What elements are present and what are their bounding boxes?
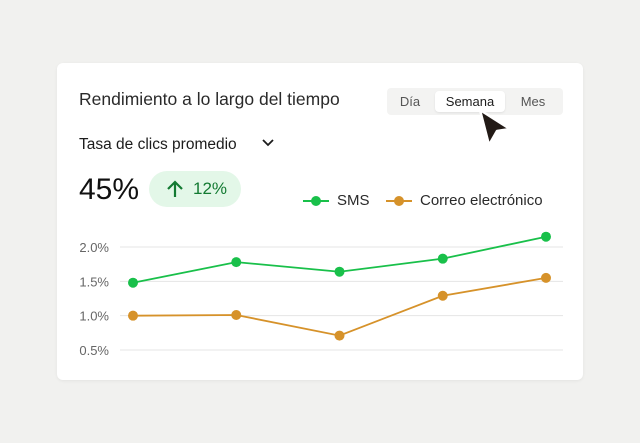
y-tick-label: 1.0% [79, 309, 109, 324]
data-point [437, 253, 448, 264]
change-value: 12% [193, 179, 228, 198]
performance-card: Rendimiento a lo largo del tiempo Día Se… [57, 63, 583, 380]
data-point [334, 266, 345, 277]
tab-mes[interactable]: Mes [520, 94, 546, 109]
tab-semana[interactable]: Semana [435, 91, 505, 112]
y-tick-label: 2.0% [79, 240, 109, 255]
chevron-down-icon[interactable] [261, 137, 275, 149]
data-point [128, 310, 138, 321]
card-title: Rendimiento a lo largo del tiempo [79, 89, 340, 109]
mouse-cursor-icon [478, 108, 512, 147]
data-point [231, 309, 242, 320]
line-chart: 2.0% 1.5% 1.0% 0.5% [79, 231, 563, 358]
data-point [334, 330, 345, 341]
legend-sms-marker [303, 196, 329, 206]
data-point [231, 257, 242, 268]
data-point [437, 290, 448, 301]
legend-email-marker [386, 196, 412, 206]
y-tick-label: 0.5% [79, 343, 109, 358]
data-point [541, 231, 551, 242]
y-tick-label: 1.5% [79, 274, 109, 289]
metric-value: 45% [79, 173, 140, 206]
metric-selector[interactable]: Tasa de clics promedio [79, 136, 237, 153]
data-point [541, 272, 551, 283]
tab-dia[interactable]: Día [399, 94, 421, 109]
change-badge: 12% [149, 171, 241, 207]
arrow-up-icon [167, 180, 183, 197]
legend-email: Correo electrónico [420, 192, 543, 209]
data-point [128, 277, 138, 288]
series-line-email [132, 277, 547, 337]
range-segmented-control: Día Semana Mes [387, 88, 563, 115]
legend-sms: SMS [337, 192, 370, 209]
